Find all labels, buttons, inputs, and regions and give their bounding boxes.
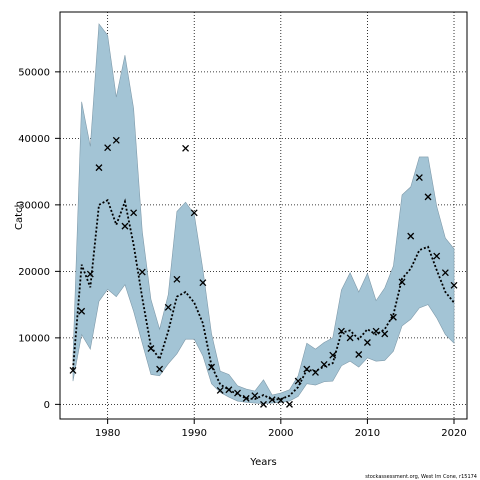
observed-point-2011	[372, 327, 380, 335]
observed-point-2014	[398, 278, 406, 286]
observed-point-1984	[138, 268, 146, 276]
observed-point-1979	[95, 164, 103, 172]
observed-point-1989	[182, 144, 190, 152]
observed-point-1997	[251, 392, 259, 400]
x-tick-label-2010: 2010	[355, 428, 380, 439]
confidence-band-group	[72, 23, 455, 405]
observed-point-2001	[286, 400, 293, 408]
source-caption: stockassessment.org, West Irn Cone, r151…	[365, 474, 477, 480]
confidence-band	[72, 23, 455, 405]
observed-point-2009	[355, 351, 363, 358]
observed-point-1983	[130, 209, 138, 217]
observed-point-2007	[337, 327, 345, 335]
observed-point-1987	[164, 303, 172, 311]
observed-point-2017	[424, 193, 432, 201]
observed-point-1992	[208, 363, 216, 371]
observed-points-group	[69, 136, 458, 408]
observed-point-2016	[415, 174, 423, 182]
observed-point-2012	[381, 330, 389, 338]
observed-point-2000	[277, 396, 285, 404]
observed-point-1998	[260, 400, 267, 408]
x-tick-label-1980: 1980	[95, 428, 120, 439]
observed-point-1981	[112, 136, 120, 144]
observed-point-1990	[190, 209, 198, 217]
observed-point-2004	[311, 368, 319, 376]
plot-frame	[59, 11, 468, 420]
observed-point-2015	[407, 232, 415, 240]
observed-point-1977	[78, 307, 86, 315]
observed-point-1994	[225, 386, 233, 394]
observed-point-1988	[173, 275, 181, 283]
observed-point-2013	[389, 313, 397, 321]
x-tick-label-1990: 1990	[181, 428, 206, 439]
observed-point-2006	[329, 351, 337, 359]
observed-point-1986	[156, 365, 164, 373]
y-tick-label-0: 0	[44, 400, 50, 411]
observed-point-1985	[147, 345, 155, 352]
y-tick-label-30000: 30000	[18, 200, 50, 211]
y-axis-label: Catch	[14, 201, 25, 230]
y-tick-label-40000: 40000	[18, 134, 50, 145]
observed-point-2008	[346, 334, 354, 342]
observed-point-1993	[216, 386, 224, 394]
observed-point-2010	[363, 339, 371, 346]
observed-point-2020	[450, 281, 458, 289]
observed-point-1996	[242, 394, 250, 402]
observed-point-1982	[121, 222, 129, 230]
axis-ticks: 1980 1990 2000 2010 2020 0 10000 20000 30000 4000…	[18, 67, 467, 439]
observed-point-2002	[294, 377, 302, 385]
observed-point-1999	[268, 396, 276, 404]
observed-point-2003	[303, 365, 311, 373]
estimate-line-group	[72, 198, 455, 401]
observed-point-1976	[69, 366, 77, 374]
observed-point-1980	[104, 144, 112, 152]
observed-point-2019	[441, 269, 449, 277]
x-axis-label: Years	[249, 457, 276, 468]
observed-point-1978	[86, 270, 94, 278]
x-tick-label-2020: 2020	[441, 428, 466, 439]
observed-point-2005	[320, 361, 328, 368]
observed-point-2018	[433, 252, 441, 260]
y-tick-label-50000: 50000	[18, 67, 50, 78]
y-tick-label-20000: 20000	[18, 267, 50, 278]
y-tick-label-10000: 10000	[18, 333, 50, 344]
observed-point-1995	[234, 389, 241, 397]
estimate-line	[72, 198, 455, 401]
observed-point-1991	[199, 279, 207, 287]
x-tick-label-2000: 2000	[268, 428, 293, 439]
